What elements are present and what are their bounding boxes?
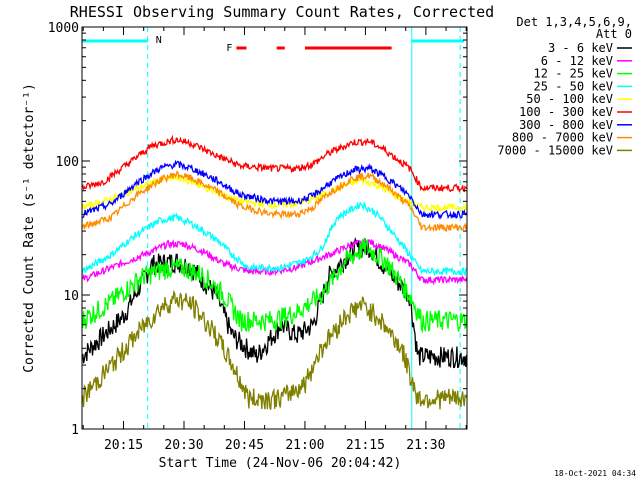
chart-title: RHESSI Observing Summary Count Rates, Co… (70, 3, 494, 21)
series-line-6 (81, 159, 468, 220)
x-tick-label: 21:00 (285, 438, 324, 453)
y-tick-label: 1000 (48, 21, 79, 36)
legend-label: 100 - 300 keV (519, 105, 613, 119)
legend-label: 7000 - 15000 keV (497, 143, 613, 157)
plot-frame (81, 26, 468, 430)
y-tick-label: 1 (71, 423, 79, 438)
legend-header-detectors: Det 1,3,4,5,6,9, (516, 15, 632, 29)
x-axis-label: Start Time (24-Nov-06 20:04:42) (159, 456, 402, 471)
x-tick-label: 20:45 (225, 438, 264, 453)
legend-label: 800 - 7000 keV (512, 131, 613, 145)
legend-label: 6 - 12 keV (541, 54, 613, 68)
flare-flag-label: F (226, 43, 232, 54)
legend-label: 300 - 800 keV (519, 118, 613, 132)
x-tick-label: 21:15 (346, 438, 385, 453)
footer-timestamp: 18-Oct-2021 04:34 (554, 469, 636, 478)
series-line-1 (81, 237, 468, 286)
y-axis-ticks: 1 10 100 1000 (48, 21, 467, 438)
series-line-8 (81, 289, 468, 410)
y-tick-label: 100 (56, 155, 79, 170)
legend-label: 12 - 25 keV (534, 67, 613, 81)
legend-header-attenuator: Att 0 (596, 27, 632, 41)
series-line-3 (81, 201, 468, 277)
x-tick-label: 20:15 (104, 438, 143, 453)
plot-area: NF (81, 27, 468, 429)
x-tick-label: 20:30 (164, 438, 203, 453)
legend-label: 50 - 100 keV (526, 92, 613, 106)
legend-label: 3 - 6 keV (548, 41, 613, 55)
y-axis-label: Corrected Count Rate (s⁻¹ detector⁻¹) (22, 83, 37, 373)
y-tick-label: 10 (63, 289, 79, 304)
series-line-7 (81, 170, 468, 233)
series-line-5 (81, 134, 467, 193)
x-axis-ticks: 20:15 20:30 20:45 21:00 21:15 21:30 (82, 27, 467, 453)
series-line-2 (81, 237, 468, 334)
night-flag-label: N (156, 35, 162, 46)
x-tick-label: 21:30 (406, 438, 445, 453)
legend-label: 25 - 50 keV (534, 79, 613, 93)
